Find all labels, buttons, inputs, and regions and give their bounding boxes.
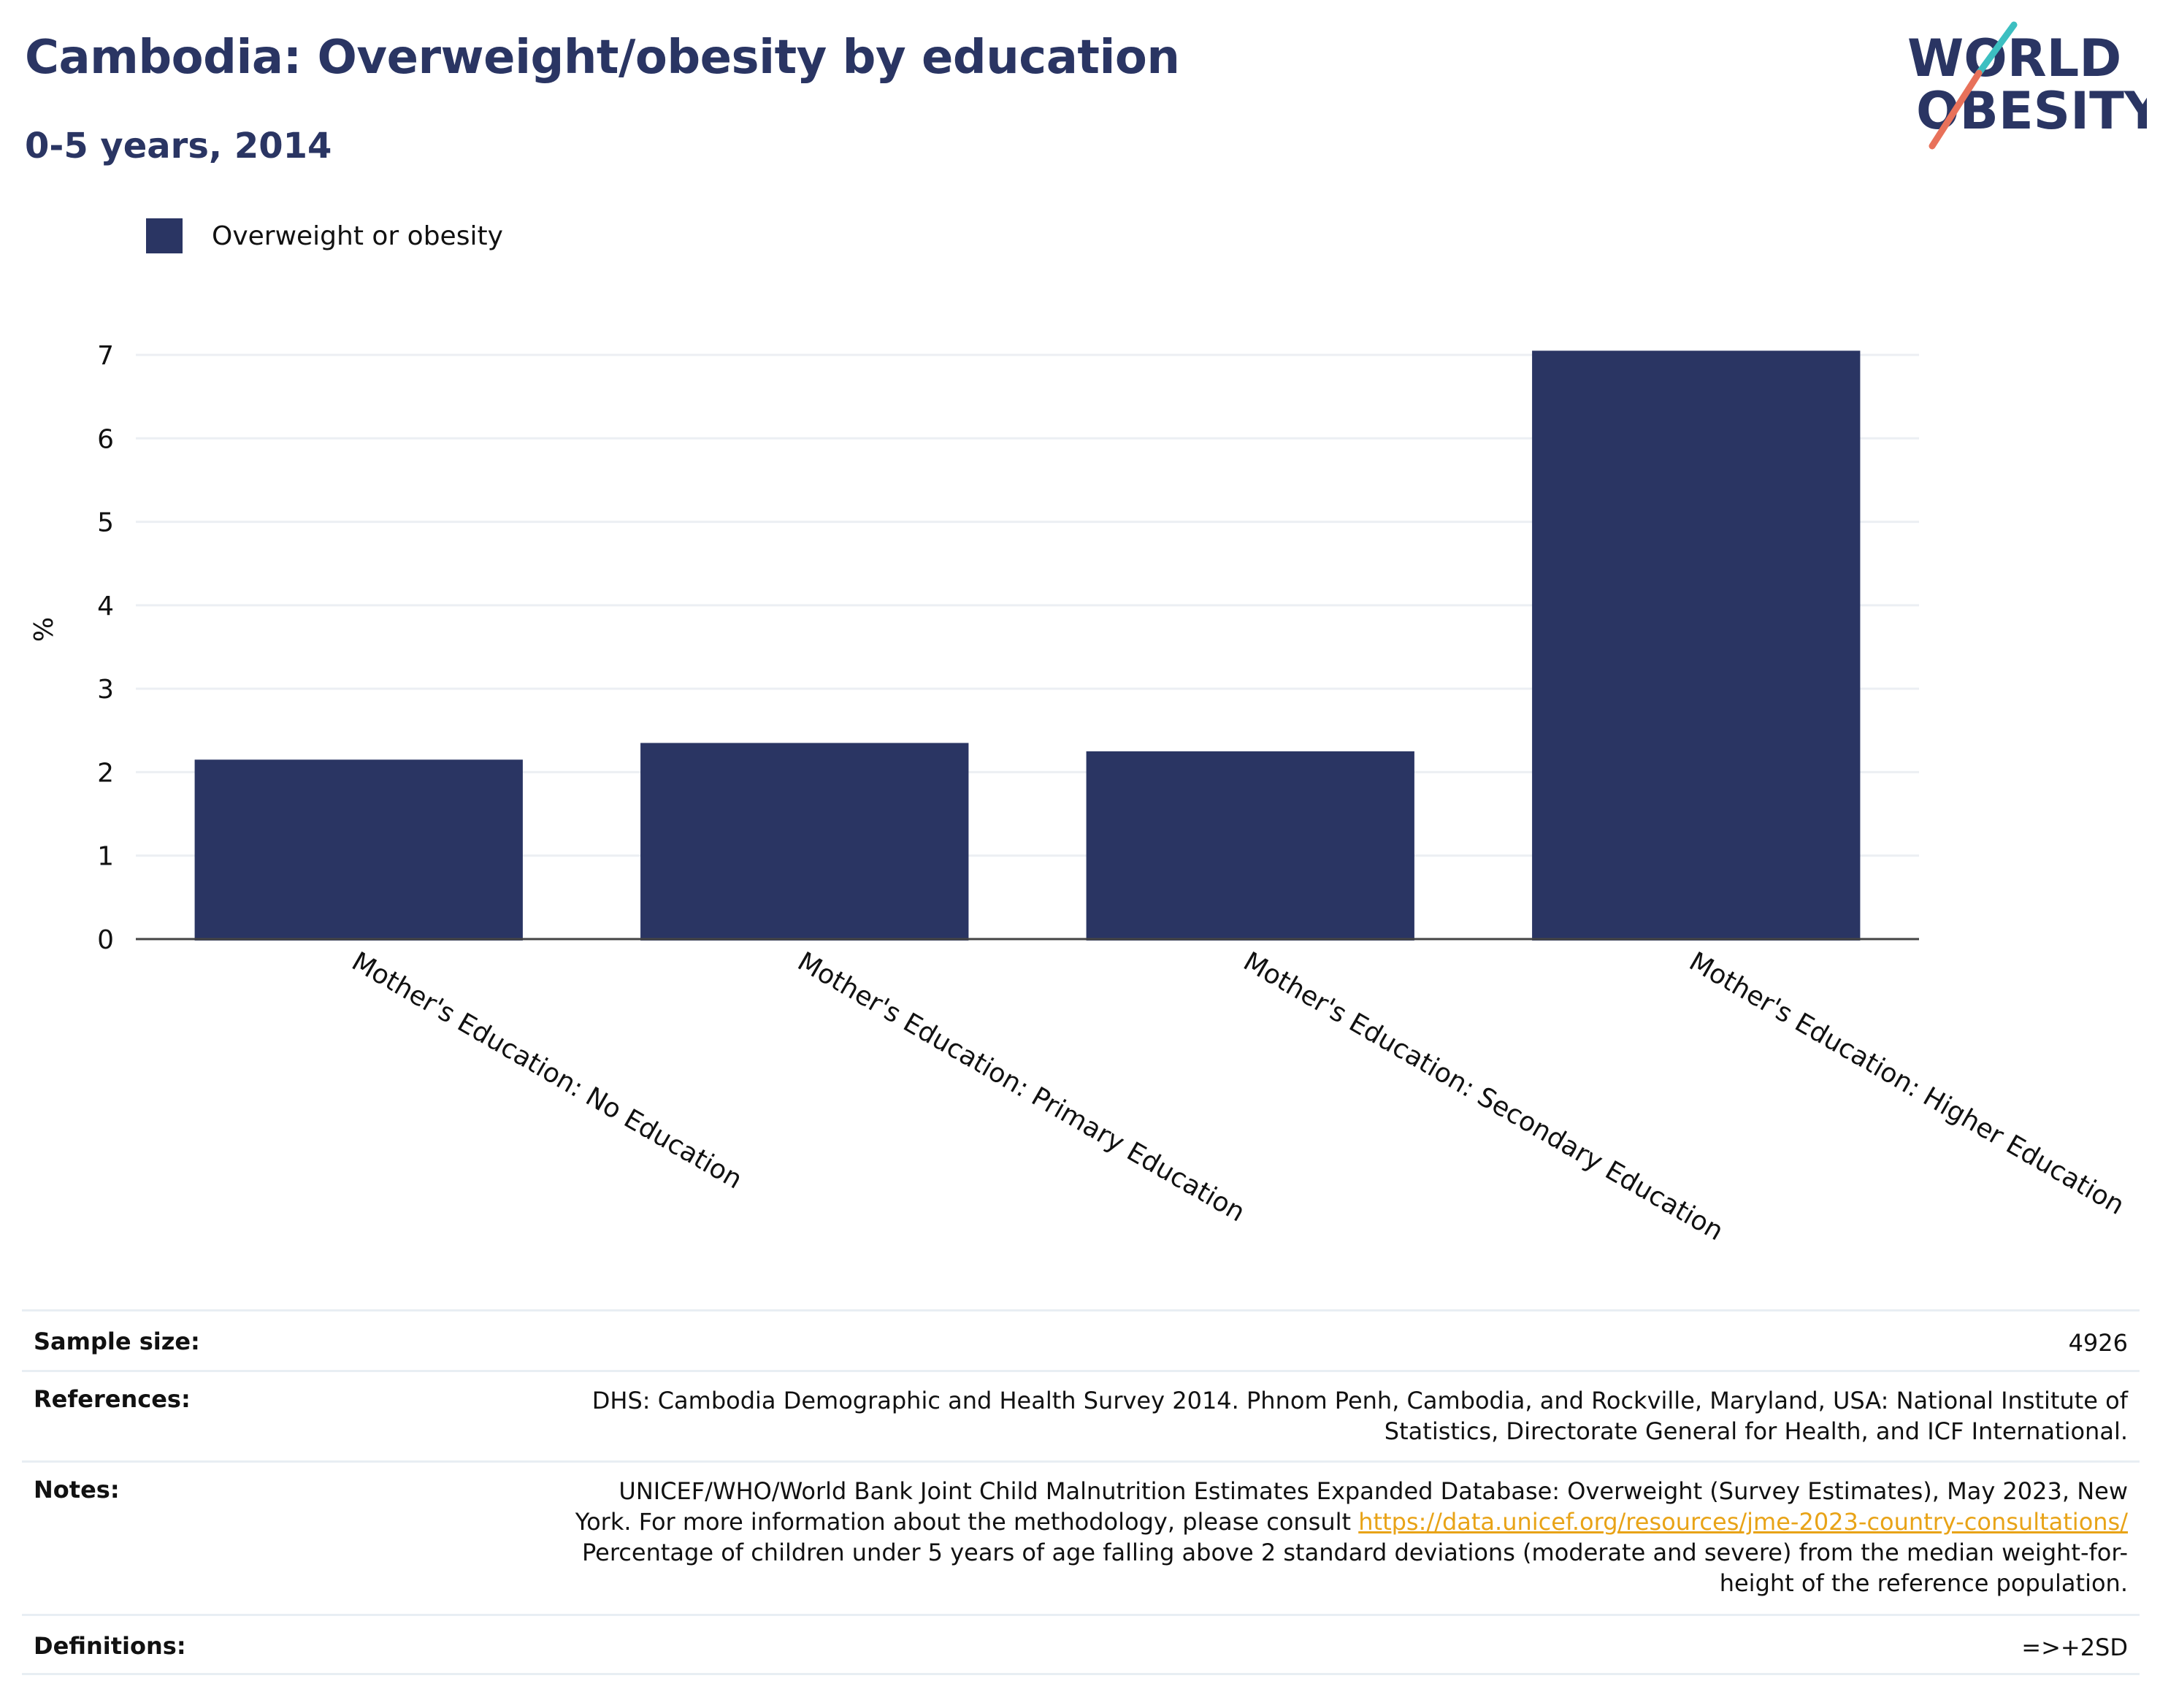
references-line: Statistics, Directorate General for Heal…: [1384, 1417, 2128, 1445]
legend-label: Overweight or obesity: [212, 221, 503, 251]
notes-line: height of the reference population.: [1719, 1569, 2128, 1597]
world-obesity-logo: WORLD OBESITY: [1907, 21, 2147, 150]
y-tick-label: 6: [97, 424, 114, 454]
legend-swatch: [146, 218, 183, 253]
sample-size-row: Sample size: 4926: [22, 1309, 2140, 1370]
y-tick-label: 0: [97, 925, 114, 955]
y-tick-label: 3: [97, 675, 114, 705]
notes-line: York. For more information about the met…: [575, 1506, 2128, 1537]
references-value: DHS: Cambodia Demographic and Health Sur…: [592, 1385, 2128, 1447]
x-tick-label: Mother's Education: Primary Education: [792, 946, 1249, 1228]
x-tick-label: Mother's Education: No Education: [347, 946, 747, 1195]
references-line: DHS: Cambodia Demographic and Health Sur…: [591, 1387, 2128, 1414]
notes-line: Percentage of children under 5 years of …: [582, 1539, 2128, 1566]
references-row: References: DHS: Cambodia Demographic an…: [22, 1370, 2140, 1460]
x-tick-label: Mother's Education: Secondary Education: [1238, 946, 1728, 1246]
legend[interactable]: Overweight or obesity: [146, 218, 503, 254]
bar-chart: 0 1 2 3 4 5 6 7 Mother's Education: No Education…: [29, 341, 2129, 1246]
bar: [1532, 351, 1861, 941]
y-tick-label: 7: [97, 341, 114, 371]
bar: [194, 759, 523, 941]
bar: [640, 743, 969, 941]
y-axis-label: %: [29, 617, 59, 642]
bar: [1086, 751, 1414, 941]
x-tick-label: Mother's Education: Higher Education: [1684, 946, 2129, 1221]
info-table: Sample size: 4926 References: DHS: Cambo…: [22, 1309, 2140, 1675]
sample-size-label: Sample size:: [34, 1328, 200, 1355]
sample-size-value: 4926: [2068, 1329, 2128, 1357]
references-label: References:: [34, 1385, 191, 1413]
logo-line1: WORLD: [1907, 28, 2121, 88]
definitions-value: =>+2SD: [2021, 1634, 2128, 1661]
notes-row: Notes: UNICEF/WHO/World Bank Joint Child…: [22, 1460, 2140, 1614]
methodology-link[interactable]: https://data.unicef.org/resources/jme-20…: [1358, 1508, 2128, 1536]
chart-subtitle: 0-5 years, 2014: [25, 126, 332, 166]
logo-slash-teal: [1975, 21, 2018, 77]
notes-label: Notes:: [34, 1476, 120, 1504]
notes-line-text: York. For more information about the met…: [575, 1508, 1359, 1536]
y-tick-label: 2: [97, 758, 114, 788]
y-tick-label: 4: [97, 591, 114, 621]
definitions-label: Definitions:: [34, 1632, 186, 1660]
bars: [194, 351, 1861, 941]
notes-value: UNICEF/WHO/World Bank Joint Child Malnut…: [575, 1476, 2128, 1598]
chart-title: Cambodia: Overweight/obesity by educatio…: [25, 31, 1180, 85]
logo-slash-coral: [1929, 69, 1983, 150]
notes-line: UNICEF/WHO/World Bank Joint Child Malnut…: [618, 1477, 2128, 1505]
y-tick-label: 5: [97, 508, 114, 538]
definitions-row: Definitions: =>+2SD: [22, 1614, 2140, 1675]
y-tick-label: 1: [97, 842, 114, 872]
